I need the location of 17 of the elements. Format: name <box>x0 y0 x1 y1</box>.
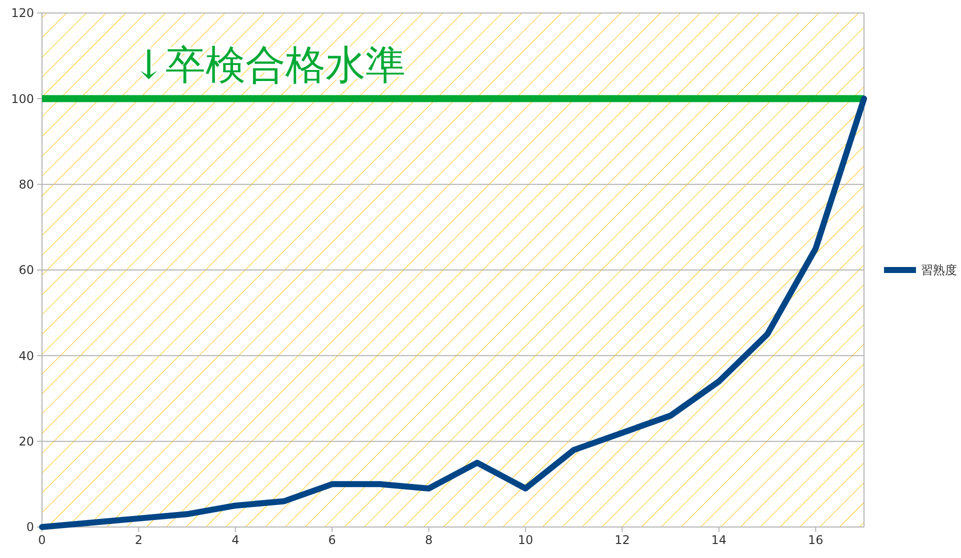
x-tick-label: 8 <box>425 533 433 547</box>
x-tick-label: 12 <box>614 533 630 547</box>
x-tick-label: 6 <box>328 533 336 547</box>
x-tick-label: 2 <box>134 533 143 547</box>
y-tick-label: 0 <box>26 520 34 534</box>
y-tick-label: 40 <box>18 348 34 363</box>
x-tick-label: 14 <box>711 533 727 547</box>
y-tick-label: 20 <box>18 434 34 449</box>
y-tick-label: 60 <box>18 263 34 278</box>
x-tick-label: 10 <box>518 533 534 547</box>
x-tick-label: 0 <box>38 533 46 547</box>
y-tick-label: 100 <box>11 92 34 106</box>
y-tick-label: 120 <box>11 6 34 20</box>
legend-label: 習熟度 <box>921 263 957 278</box>
x-tick-label: 16 <box>808 533 824 547</box>
x-tick-label: 4 <box>232 533 240 547</box>
y-tick-label: 80 <box>18 178 34 192</box>
